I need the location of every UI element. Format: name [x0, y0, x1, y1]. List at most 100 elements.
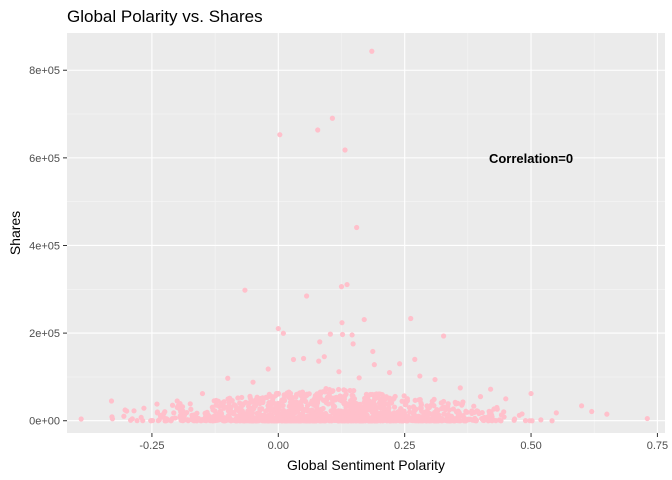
- data-point: [174, 404, 180, 410]
- data-point: [319, 416, 325, 423]
- data-point: [349, 392, 355, 398]
- data-point: [249, 407, 256, 413]
- data-point: [459, 401, 465, 407]
- data-point: [279, 418, 285, 424]
- chart-title: Global Polarity vs. Shares: [67, 7, 263, 26]
- data-point: [453, 417, 459, 423]
- data-point: [239, 394, 245, 401]
- data-point: [221, 418, 228, 424]
- data-point: [131, 408, 137, 414]
- data-point: [445, 401, 451, 407]
- data-point: [336, 417, 342, 423]
- data-point: [235, 395, 241, 401]
- data-point: [344, 281, 350, 288]
- data-point: [285, 411, 291, 417]
- data-point: [108, 398, 115, 404]
- x-tick-label: 0.00: [268, 440, 289, 452]
- data-point: [329, 115, 335, 121]
- data-point: [287, 390, 294, 397]
- data-point: [391, 410, 397, 416]
- data-point: [277, 132, 283, 138]
- data-point: [414, 416, 420, 422]
- data-point: [455, 412, 461, 418]
- data-point: [379, 417, 386, 423]
- data-point: [226, 417, 232, 423]
- data-point: [259, 406, 265, 412]
- data-point: [498, 412, 505, 418]
- data-point: [461, 415, 467, 421]
- data-point: [519, 411, 525, 417]
- data-point: [307, 418, 313, 424]
- data-point: [235, 417, 242, 423]
- data-point: [190, 417, 196, 423]
- y-tick-label: 4e+05: [29, 240, 60, 252]
- data-point: [384, 401, 391, 407]
- x-tick-label: 0.50: [520, 440, 541, 452]
- data-point: [351, 388, 357, 394]
- data-point: [431, 414, 437, 420]
- data-point: [156, 417, 162, 423]
- data-point: [304, 403, 311, 409]
- data-point: [431, 409, 438, 416]
- data-point: [286, 394, 292, 401]
- data-point: [268, 413, 274, 419]
- data-point: [383, 394, 389, 400]
- data-point: [268, 393, 274, 399]
- data-point: [249, 418, 255, 424]
- data-point: [327, 331, 333, 337]
- data-point: [488, 386, 494, 392]
- data-point: [391, 395, 397, 402]
- data-point: [239, 417, 246, 423]
- data-point: [205, 412, 212, 418]
- data-point: [345, 402, 351, 409]
- data-point: [280, 330, 286, 336]
- data-point: [329, 388, 335, 394]
- data-point: [154, 410, 160, 416]
- data-point: [393, 418, 399, 424]
- data-point: [365, 417, 371, 423]
- data-point: [121, 413, 127, 419]
- data-point: [335, 386, 342, 393]
- data-point: [445, 412, 451, 418]
- data-point: [220, 399, 227, 405]
- data-point: [362, 397, 368, 403]
- data-point: [289, 413, 295, 419]
- data-point: [494, 406, 500, 412]
- data-point: [387, 416, 393, 422]
- data-point: [257, 413, 263, 419]
- data-point: [503, 396, 509, 402]
- data-point: [406, 404, 413, 411]
- x-axis-ticks: -0.25 0.00 0.25 0.50 0.75: [139, 433, 668, 452]
- x-tick-label: 0.75: [647, 440, 668, 452]
- data-point: [294, 416, 300, 423]
- y-tick-label: 2e+05: [29, 328, 60, 340]
- data-point: [353, 413, 359, 419]
- data-point: [141, 405, 147, 411]
- data-point: [522, 418, 529, 424]
- data-point: [225, 404, 231, 410]
- data-point: [553, 410, 559, 416]
- x-tick-label: 0.25: [394, 440, 415, 452]
- data-points: [78, 48, 650, 424]
- data-point: [267, 407, 274, 414]
- data-point: [379, 392, 385, 398]
- data-point: [300, 355, 307, 362]
- data-point: [391, 404, 398, 410]
- y-axis-title: Shares: [7, 211, 23, 255]
- data-point: [221, 405, 227, 411]
- data-point: [226, 395, 233, 401]
- data-point: [412, 397, 418, 403]
- data-point: [474, 408, 480, 414]
- data-point: [386, 409, 392, 415]
- data-point: [442, 407, 449, 413]
- data-point: [358, 418, 364, 424]
- data-point: [339, 331, 346, 338]
- data-point: [258, 399, 264, 406]
- data-point: [331, 417, 337, 423]
- correlation-annotation: Correlation=0: [489, 151, 573, 166]
- data-point: [386, 369, 393, 376]
- data-point: [289, 398, 295, 405]
- data-point: [342, 147, 348, 153]
- data-point: [432, 376, 438, 383]
- data-point: [363, 391, 370, 397]
